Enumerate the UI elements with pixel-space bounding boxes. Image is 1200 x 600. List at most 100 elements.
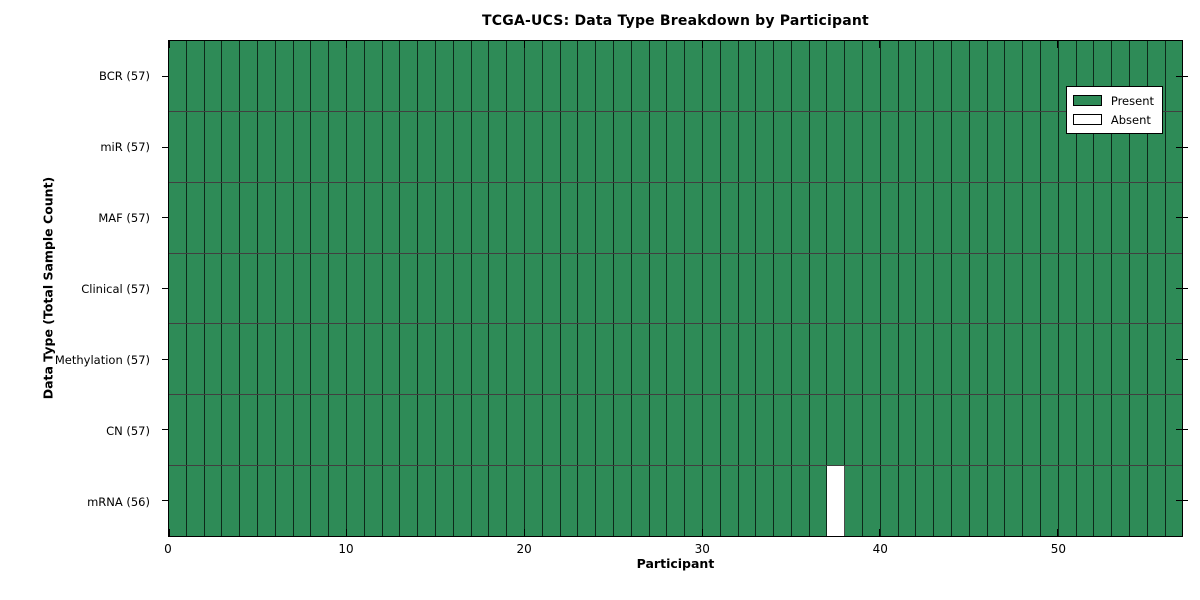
heatmap-cell: [1058, 395, 1077, 466]
heatmap-cell: [453, 41, 472, 111]
heatmap-cell: [791, 111, 810, 182]
chart-title: TCGA-UCS: Data Type Breakdown by Partici…: [482, 13, 869, 29]
heatmap-cell: [222, 324, 241, 395]
heatmap-cell: [631, 182, 650, 253]
heatmap-cell: [453, 182, 472, 253]
heatmap-cell: [702, 182, 721, 253]
heatmap-cell: [1005, 41, 1024, 111]
heatmap-cell: [222, 41, 241, 111]
x-axis-tick-label: 10: [338, 542, 354, 556]
heatmap-cell: [898, 466, 917, 537]
heatmap-cell: [400, 395, 419, 466]
heatmap-cell: [400, 466, 419, 537]
heatmap-cell: [774, 253, 792, 324]
heatmap-cell: [471, 253, 490, 324]
heatmap-cell: [685, 324, 703, 395]
heatmap-cell: [1023, 182, 1042, 253]
x-axis-tick-labels: 0 10 20 30 40 50: [164, 542, 1183, 558]
heatmap-cell: [934, 41, 953, 111]
y-axis-tick-labels: BCR (57) miR (57) MAF (57) Clinical (57) Met…: [0, 40, 161, 537]
heatmap-cell: [1165, 253, 1183, 324]
heatmap-cell: [863, 41, 881, 111]
heatmap-cell: [916, 111, 935, 182]
heatmap-cell: [685, 111, 703, 182]
heatmap-cell: [809, 466, 828, 537]
heatmap-cell: [774, 395, 792, 466]
heatmap-cell: [329, 41, 347, 111]
heatmap-cell: [435, 395, 454, 466]
heatmap-cell: [578, 182, 597, 253]
legend-entry-absent: Absent: [1072, 110, 1154, 129]
heatmap-cell: [774, 324, 792, 395]
heatmap-cell: [471, 41, 490, 111]
heatmap-cell: [364, 182, 383, 253]
heatmap-cell: [578, 253, 597, 324]
heatmap-cell: [880, 41, 899, 111]
heatmap-cell: [916, 466, 935, 537]
y-axis-tick: [1176, 75, 1188, 77]
heatmap-cell: [774, 111, 792, 182]
heatmap-cell: [400, 253, 419, 324]
heatmap-cell: [418, 253, 436, 324]
heatmap-cell: [880, 395, 899, 466]
legend: Present Absent: [1065, 86, 1163, 134]
heatmap-cell: [1023, 324, 1042, 395]
heatmap-cell: [613, 395, 632, 466]
heatmap-cell: [524, 466, 543, 537]
heatmap-cell: [1130, 182, 1148, 253]
heatmap-cell: [1147, 324, 1166, 395]
heatmap-row: [169, 111, 1183, 183]
heatmap-cell: [1165, 395, 1183, 466]
heatmap-cell-absent: [827, 466, 846, 537]
heatmap-cell: [346, 182, 365, 253]
heatmap-cell: [560, 111, 579, 182]
heatmap-cell: [293, 111, 312, 182]
heatmap-cell: [204, 395, 223, 466]
heatmap-cell: [791, 324, 810, 395]
heatmap-cell: [311, 395, 330, 466]
heatmap-cell: [613, 466, 632, 537]
heatmap-cell: [791, 41, 810, 111]
heatmap-cell: [578, 324, 597, 395]
heatmap-cell: [969, 395, 988, 466]
heatmap-cell: [685, 182, 703, 253]
heatmap-cell: [880, 182, 899, 253]
heatmap-cell: [916, 253, 935, 324]
heatmap-cell: [596, 111, 614, 182]
heatmap-cell: [827, 395, 846, 466]
heatmap-cell: [560, 253, 579, 324]
heatmap-cell: [204, 324, 223, 395]
y-axis-tick: [1176, 429, 1188, 431]
heatmap-cell: [1076, 395, 1095, 466]
heatmap-cell: [685, 466, 703, 537]
heatmap-cell: [631, 41, 650, 111]
heatmap-cell: [418, 111, 436, 182]
heatmap-cell: [542, 395, 561, 466]
heatmap-cell: [898, 253, 917, 324]
heatmap-cell: [969, 111, 988, 182]
heatmap-cell: [863, 466, 881, 537]
heatmap-cell: [293, 41, 312, 111]
heatmap-cell: [257, 466, 276, 537]
heatmap-cell: [1005, 111, 1024, 182]
heatmap-cell: [1165, 466, 1183, 537]
x-axis-title: Participant: [636, 556, 715, 571]
heatmap-cell: [293, 253, 312, 324]
heatmap-cell: [186, 324, 205, 395]
heatmap-cell: [720, 253, 739, 324]
heatmap-cell: [453, 253, 472, 324]
heatmap-cell: [934, 395, 953, 466]
heatmap-cell: [791, 466, 810, 537]
heatmap-cell: [524, 182, 543, 253]
heatmap-cell: [329, 111, 347, 182]
heatmap-cell: [898, 182, 917, 253]
heatmap-cell: [240, 466, 258, 537]
heatmap-cell: [471, 466, 490, 537]
heatmap-cell: [346, 253, 365, 324]
heatmap-cell: [524, 395, 543, 466]
heatmap-cell: [471, 182, 490, 253]
heatmap-cell: [204, 253, 223, 324]
y-axis-row-label: Methylation (57): [54, 352, 150, 367]
heatmap-cell: [435, 324, 454, 395]
heatmap-cell: [720, 111, 739, 182]
